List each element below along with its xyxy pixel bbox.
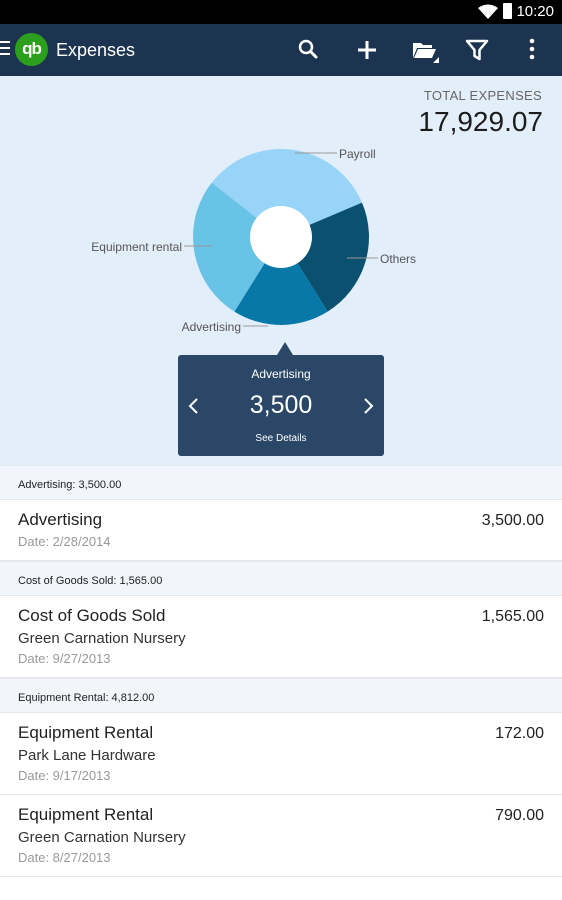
app-bar: qb Expenses: [0, 24, 562, 76]
menu-icon[interactable]: [0, 41, 11, 57]
pie-slice-advertising[interactable]: [234, 237, 328, 325]
expense-date: Date: 2/28/2014: [18, 534, 111, 549]
chart-label-payroll: Payroll: [339, 147, 376, 161]
expense-row[interactable]: Advertising Date: 2/28/2014 3,500.00: [0, 500, 562, 561]
total-expenses-label: TOTAL EXPENSES: [423, 88, 542, 103]
expense-vendor: Green Carnation Nursery: [18, 630, 186, 647]
status-time: 10:20: [516, 3, 554, 20]
expense-vendor: Green Carnation Nursery: [18, 829, 186, 846]
chevron-right-icon[interactable]: [360, 396, 376, 416]
expense-name: Cost of Goods Sold: [18, 606, 166, 625]
battery-icon: [503, 3, 512, 19]
expense-row[interactable]: Equipment Rental Green Carnation Nursery…: [0, 795, 562, 877]
filter-icon[interactable]: [463, 36, 491, 64]
expense-name: Equipment Rental: [18, 723, 154, 742]
expense-date: Date: 8/27/2013: [18, 850, 111, 865]
expense-row[interactable]: Equipment Rental Park Lane Hardware Date…: [0, 713, 562, 795]
expense-donut-chart[interactable]: Payroll Others Advertising Equipment ren…: [0, 76, 562, 465]
folder-icon[interactable]: [411, 36, 441, 64]
expense-amount: 1,565.00: [481, 608, 544, 625]
group-header-cost-of-goods: Cost of Goods Sold: 1,565.00: [0, 561, 562, 596]
pie-slice-equipment-rental[interactable]: [193, 182, 281, 312]
group-header-equipment-rental: Equipment Rental: 4,812.00: [0, 678, 562, 713]
popup-category: Advertising: [251, 367, 311, 381]
overflow-menu-icon[interactable]: [518, 36, 546, 64]
status-bar: 10:20: [0, 0, 562, 24]
quickbooks-logo[interactable]: qb: [15, 33, 48, 66]
expense-list: Advertising: 3,500.00 Advertising Date: …: [0, 465, 562, 877]
group-header-advertising: Advertising: 3,500.00: [0, 465, 562, 500]
wifi-icon: [478, 4, 498, 19]
expense-amount: 790.00: [495, 807, 544, 824]
expense-name: Advertising: [18, 510, 103, 529]
expense-vendor: Park Lane Hardware: [18, 747, 156, 764]
expense-row[interactable]: Cost of Goods Sold Green Carnation Nurse…: [0, 596, 562, 678]
popup-value: 3,500: [249, 391, 313, 419]
donut-hole: [250, 206, 312, 268]
expense-summary: Payroll Others Advertising Equipment ren…: [0, 76, 562, 465]
category-detail-popup: Advertising 3,500 See Details: [178, 342, 384, 456]
page-title: Expenses: [56, 40, 136, 60]
expense-amount: 172.00: [495, 725, 544, 742]
expense-amount: 3,500.00: [481, 512, 544, 529]
pie-slice-payroll[interactable]: [211, 149, 362, 237]
chart-label-others: Others: [380, 252, 416, 266]
expense-date: Date: 9/17/2013: [18, 768, 111, 783]
add-icon[interactable]: [353, 36, 381, 64]
expense-date: Date: 9/27/2013: [18, 651, 111, 666]
chart-label-equipment-rental: Equipment rental: [91, 240, 182, 254]
chart-label-advertising: Advertising: [182, 320, 241, 334]
expense-name: Equipment Rental: [18, 805, 154, 824]
see-details-link[interactable]: See Details: [255, 433, 307, 444]
chevron-left-icon[interactable]: [186, 396, 202, 416]
total-expenses-value: 17,929.07: [418, 106, 543, 137]
search-icon[interactable]: [294, 36, 322, 64]
